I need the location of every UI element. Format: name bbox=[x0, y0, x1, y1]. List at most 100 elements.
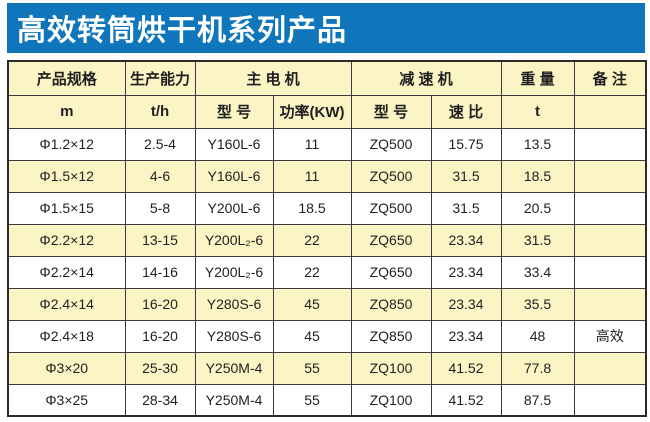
cell-motor-power: 11 bbox=[272, 127, 352, 161]
cell-speed-ratio: 15.75 bbox=[430, 127, 502, 161]
cell-capacity: 14-16 bbox=[124, 255, 196, 289]
cell-motor-power: 55 bbox=[272, 383, 352, 417]
cell-reducer-model: ZQ850 bbox=[350, 287, 432, 321]
cell-weight: 31.5 bbox=[500, 223, 575, 257]
cell-reducer-model: ZQ650 bbox=[350, 223, 432, 257]
cell-weight: 77.8 bbox=[500, 351, 575, 385]
header-capacity: 生产能力 bbox=[124, 60, 196, 96]
cell-motor-power: 45 bbox=[272, 319, 352, 353]
cell-motor-power: 45 bbox=[272, 287, 352, 321]
cell-motor-power: 22 bbox=[272, 255, 352, 289]
page-title: 高效转筒烘干机系列产品 bbox=[17, 15, 348, 47]
table-row: Φ1.5×12 4-6 Y160L-6 11 ZQ500 31.5 18.5 bbox=[7, 159, 647, 193]
cell-remarks: 高效 bbox=[573, 319, 647, 353]
table-row: Φ1.5×15 5-8 Y200L-6 18.5 ZQ500 31.5 20.5 bbox=[7, 191, 647, 225]
cell-weight: 20.5 bbox=[500, 191, 575, 225]
cell-spec: Φ3×25 bbox=[7, 383, 126, 417]
cell-speed-ratio: 41.52 bbox=[430, 351, 502, 385]
cell-weight: 48 bbox=[500, 319, 575, 353]
cell-spec: Φ2.2×14 bbox=[7, 255, 126, 289]
cell-spec: Φ2.4×18 bbox=[7, 319, 126, 353]
table-row: Φ1.2×12 2.5-4 Y160L-6 11 ZQ500 15.75 13.… bbox=[7, 127, 647, 161]
cell-motor-model: Y200L₂-6 bbox=[194, 255, 274, 289]
header-remarks: 备 注 bbox=[573, 60, 647, 96]
table-row: Φ2.4×18 16-20 Y280S-6 45 ZQ850 23.34 48 … bbox=[7, 319, 647, 353]
cell-spec: Φ1.5×15 bbox=[7, 191, 126, 225]
header-product-spec: 产品规格 bbox=[7, 60, 126, 96]
cell-motor-model: Y200L-6 bbox=[194, 191, 274, 225]
product-spec-table: 产品规格 生产能力 主 电 机 减 速 机 重 量 备 注 m t/h 型 号 … bbox=[7, 60, 647, 417]
cell-reducer-model: ZQ650 bbox=[350, 255, 432, 289]
cell-remarks bbox=[573, 383, 647, 417]
cell-capacity: 25-30 bbox=[124, 351, 196, 385]
subheader-spec-unit: m bbox=[7, 94, 126, 129]
subheader-remarks-empty bbox=[573, 94, 647, 129]
cell-reducer-model: ZQ500 bbox=[350, 127, 432, 161]
subheader-capacity-unit: t/h bbox=[124, 94, 196, 129]
cell-motor-power: 55 bbox=[272, 351, 352, 385]
title-banner: 高效转筒烘干机系列产品 bbox=[7, 3, 645, 53]
cell-weight: 35.5 bbox=[500, 287, 575, 321]
cell-remarks bbox=[573, 159, 647, 193]
table-row: Φ2.4×14 16-20 Y280S-6 45 ZQ850 23.34 35.… bbox=[7, 287, 647, 321]
cell-capacity: 2.5-4 bbox=[124, 127, 196, 161]
cell-speed-ratio: 31.5 bbox=[430, 159, 502, 193]
cell-motor-model: Y160L-6 bbox=[194, 127, 274, 161]
cell-motor-model: Y250M-4 bbox=[194, 351, 274, 385]
cell-remarks bbox=[573, 127, 647, 161]
table-row: Φ2.2×12 13-15 Y200L₂-6 22 ZQ650 23.34 31… bbox=[7, 223, 647, 257]
cell-remarks bbox=[573, 255, 647, 289]
cell-speed-ratio: 23.34 bbox=[430, 223, 502, 257]
cell-reducer-model: ZQ500 bbox=[350, 191, 432, 225]
subheader-speed-ratio: 速 比 bbox=[430, 94, 502, 129]
cell-spec: Φ1.2×12 bbox=[7, 127, 126, 161]
cell-remarks bbox=[573, 223, 647, 257]
cell-speed-ratio: 31.5 bbox=[430, 191, 502, 225]
cell-capacity: 13-15 bbox=[124, 223, 196, 257]
cell-remarks bbox=[573, 287, 647, 321]
header-main-motor: 主 电 机 bbox=[194, 60, 352, 96]
table-row: Φ3×20 25-30 Y250M-4 55 ZQ100 41.52 77.8 bbox=[7, 351, 647, 385]
subheader-motor-model: 型 号 bbox=[194, 94, 274, 129]
header-weight: 重 量 bbox=[500, 60, 575, 96]
cell-spec: Φ3×20 bbox=[7, 351, 126, 385]
cell-motor-model: Y250M-4 bbox=[194, 383, 274, 417]
cell-reducer-model: ZQ850 bbox=[350, 319, 432, 353]
cell-remarks bbox=[573, 351, 647, 385]
subheader-motor-power: 功率(KW) bbox=[272, 94, 352, 129]
cell-capacity: 4-6 bbox=[124, 159, 196, 193]
cell-spec: Φ2.2×12 bbox=[7, 223, 126, 257]
cell-motor-power: 11 bbox=[272, 159, 352, 193]
cell-reducer-model: ZQ100 bbox=[350, 383, 432, 417]
subheader-weight-unit: t bbox=[500, 94, 575, 129]
cell-motor-model: Y160L-6 bbox=[194, 159, 274, 193]
cell-spec: Φ1.5×12 bbox=[7, 159, 126, 193]
cell-motor-power: 18.5 bbox=[272, 191, 352, 225]
cell-speed-ratio: 23.34 bbox=[430, 255, 502, 289]
cell-capacity: 16-20 bbox=[124, 319, 196, 353]
cell-motor-model: Y200L₂-6 bbox=[194, 223, 274, 257]
cell-capacity: 16-20 bbox=[124, 287, 196, 321]
cell-motor-model: Y280S-6 bbox=[194, 287, 274, 321]
cell-speed-ratio: 23.34 bbox=[430, 287, 502, 321]
table-row: Φ3×25 28-34 Y250M-4 55 ZQ100 41.52 87.5 bbox=[7, 383, 647, 417]
cell-capacity: 5-8 bbox=[124, 191, 196, 225]
cell-speed-ratio: 41.52 bbox=[430, 383, 502, 417]
cell-spec: Φ2.4×14 bbox=[7, 287, 126, 321]
cell-capacity: 28-34 bbox=[124, 383, 196, 417]
table-header-row-units: m t/h 型 号 功率(KW) 型 号 速 比 t bbox=[7, 94, 647, 129]
cell-motor-model: Y280S-6 bbox=[194, 319, 274, 353]
cell-reducer-model: ZQ500 bbox=[350, 159, 432, 193]
subheader-reducer-model: 型 号 bbox=[350, 94, 432, 129]
cell-motor-power: 22 bbox=[272, 223, 352, 257]
header-reducer: 减 速 机 bbox=[350, 60, 502, 96]
cell-reducer-model: ZQ100 bbox=[350, 351, 432, 385]
table-header-row-groups: 产品规格 生产能力 主 电 机 减 速 机 重 量 备 注 bbox=[7, 60, 647, 96]
cell-weight: 33.4 bbox=[500, 255, 575, 289]
table-row: Φ2.2×14 14-16 Y200L₂-6 22 ZQ650 23.34 33… bbox=[7, 255, 647, 289]
cell-weight: 87.5 bbox=[500, 383, 575, 417]
cell-weight: 18.5 bbox=[500, 159, 575, 193]
cell-weight: 13.5 bbox=[500, 127, 575, 161]
cell-remarks bbox=[573, 191, 647, 225]
cell-speed-ratio: 23.34 bbox=[430, 319, 502, 353]
